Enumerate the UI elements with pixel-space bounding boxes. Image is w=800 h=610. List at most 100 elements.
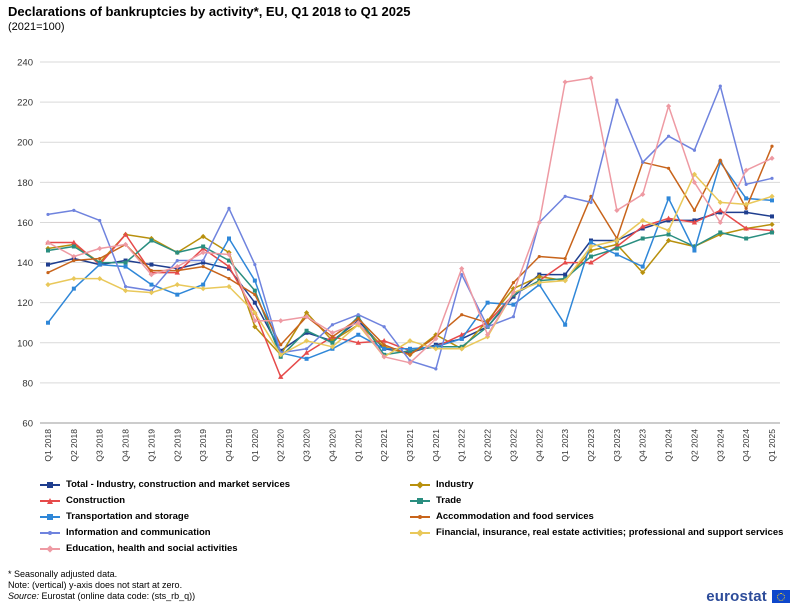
y-tick-label: 120 [17,298,33,309]
data-point [408,346,412,351]
data-point [356,314,361,319]
data-point [355,320,361,326]
x-tick-label: Q1 2023 [560,429,570,462]
x-tick-label: Q3 2021 [405,429,415,462]
data-point [718,210,723,215]
data-point [408,348,412,353]
legend-marker [418,514,422,519]
data-point [743,167,749,173]
data-point [614,252,619,257]
data-point [123,285,128,289]
legend-item: Trade [410,495,461,506]
data-point [511,281,516,285]
legend-label: Transportation and storage [66,511,189,522]
x-tick-label: Q4 2024 [741,429,751,462]
data-point [98,218,102,223]
data-point [692,148,697,152]
legend-item: Transportation and storage [40,511,189,522]
legend-marker [416,528,424,537]
y-tick-label: 100 [17,338,33,349]
legend-label: Industry [436,479,474,490]
data-point [46,212,50,217]
y-tick-label: 180 [17,178,33,189]
data-point [589,254,593,259]
data-point [562,259,568,265]
data-point [718,160,723,165]
x-tick-label: Q3 2022 [508,429,518,462]
data-point [226,251,232,258]
data-point [329,344,336,350]
y-tick-label: 80 [22,378,33,389]
series-line [47,211,773,354]
x-tick-label: Q2 2018 [69,429,79,462]
data-point [589,200,593,204]
x-tick-label: Q1 2021 [353,429,363,462]
legend-swatch [410,497,430,505]
x-tick-label: Q2 2023 [586,429,596,462]
data-point [640,264,645,269]
data-point [252,318,258,324]
data-point [71,244,76,249]
data-point [45,282,51,288]
legend-swatch [40,529,60,537]
x-tick-label: Q1 2024 [664,429,674,462]
data-point [665,237,672,244]
data-point [381,344,387,350]
data-point [201,244,206,249]
legend-label: Education, health and social activities [66,543,238,554]
data-point [97,276,103,282]
data-point [459,336,464,341]
data-point [175,258,179,263]
y-tick-label: 220 [17,98,33,109]
data-point [640,236,645,241]
eurostat-logo: eurostat [706,588,790,605]
data-point [46,270,50,275]
data-point [589,240,593,245]
seasonal-note: * Seasonally adjusted data. [8,569,118,579]
data-point [253,293,257,297]
source-note: Source: Eurostat (online data code: (sts… [8,591,195,602]
legend-swatch [410,513,430,521]
data-point [640,269,646,276]
data-point [71,286,76,291]
legend-label: Total - Industry, construction and marke… [66,479,291,490]
data-point [252,310,258,316]
data-point [563,322,568,327]
data-point [278,318,284,324]
axis-note: Note: (vertical) y-axis does not start a… [8,580,183,590]
data-point [434,367,438,371]
series-line [47,145,773,356]
y-tick-label: 240 [17,58,33,69]
legend-item: Information and communication [40,527,211,538]
data-point [72,208,76,213]
series-line [47,223,773,356]
data-point [356,313,360,317]
data-point [303,350,310,355]
x-tick-label: Q3 2018 [95,429,105,462]
legend-item: Education, health and social activities [40,543,238,554]
legend-item: Total - Industry, construction and marke… [40,479,290,490]
x-tick-label: Q4 2022 [534,429,544,462]
data-point [691,179,698,185]
data-point [148,290,155,296]
legend-item: Industry [410,479,473,490]
data-point [459,346,465,352]
x-tick-label: Q2 2022 [483,429,493,462]
data-point [459,331,465,337]
data-point [511,302,516,307]
legend-swatch [40,513,60,521]
data-point [253,262,257,267]
data-point [72,258,76,263]
x-tick-label: Q3 2020 [302,429,312,462]
data-point [201,260,206,265]
data-point [97,262,102,267]
x-tick-label: Q2 2024 [689,429,699,462]
data-point [433,336,439,342]
data-point [666,218,671,223]
data-point [666,134,671,138]
data-point [717,219,723,226]
data-point [743,201,749,207]
legend-label: Construction [66,495,126,506]
x-tick-label: Q4 2023 [638,429,648,462]
data-point [588,243,594,250]
